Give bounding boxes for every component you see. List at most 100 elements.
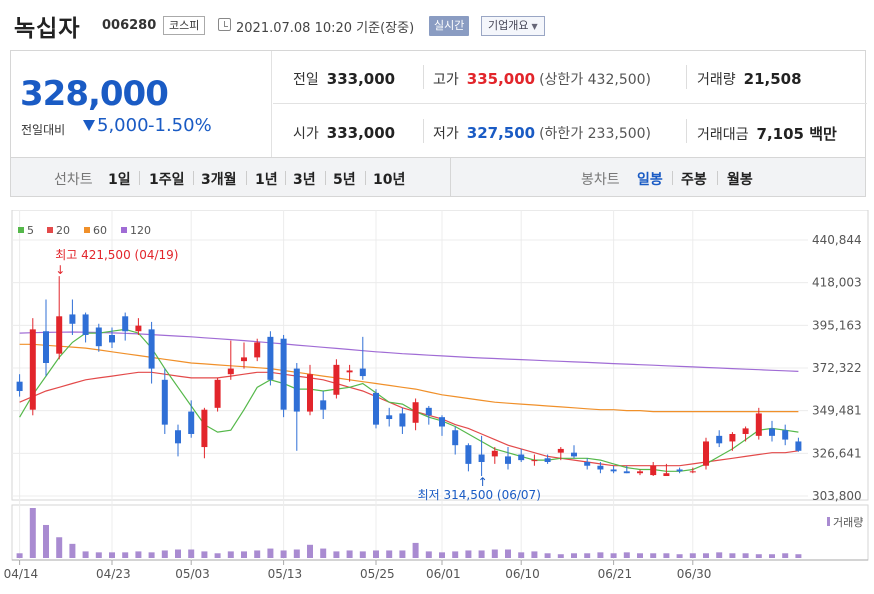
period-3m[interactable]: 3개월: [201, 172, 237, 188]
volume-bar: [637, 553, 643, 558]
amount-label: 거래대금: [697, 127, 749, 143]
current-price: 328,000: [20, 74, 169, 114]
volume-bar: [69, 543, 76, 558]
lower-limit: (하한가 233,500): [539, 126, 652, 142]
candle-body: [425, 407, 432, 416]
divider: [686, 65, 687, 89]
period-1w[interactable]: 1주일: [149, 172, 185, 188]
legend-label: 120: [130, 224, 151, 237]
volume-bar: [135, 551, 142, 558]
candle-body: [465, 445, 472, 464]
volume-bar: [293, 549, 300, 558]
quote-box: 328,000 전일대비 5,000 -1.50% 전일 333,000 고가 33…: [10, 50, 867, 158]
volume-legend-swatch: [827, 517, 830, 526]
x-tick-label: 06/30: [677, 567, 712, 581]
ma20-line: [19, 371, 799, 467]
trade-amount: 거래대금 7,105 백만: [697, 123, 837, 144]
volume-bar: [254, 550, 261, 558]
divider: [717, 171, 718, 185]
y-tick-label: 372,322: [812, 361, 862, 375]
volume-bar: [175, 549, 181, 558]
company-info-dropdown[interactable]: 기업개요 ▼: [481, 16, 545, 36]
candle-body: [148, 329, 155, 369]
price-area: 328,000 전일대비 5,000 -1.50%: [11, 51, 272, 157]
volume-bar: [491, 549, 498, 558]
volume-bar: [386, 550, 393, 558]
volume-bar: [307, 544, 313, 558]
candle-body: [135, 325, 142, 332]
period-1d[interactable]: 1일: [108, 172, 131, 188]
open-value: 333,000: [326, 124, 396, 142]
volume-bar: [412, 542, 419, 558]
line-chart-label: 선차트: [54, 172, 93, 188]
volume-label: 거래량: [697, 72, 736, 88]
volume-bar: [729, 553, 736, 558]
candle-body: [650, 465, 657, 476]
volume-bar: [373, 550, 379, 558]
legend-swatch: [18, 227, 24, 233]
change-amount: 5,000: [97, 115, 149, 136]
stock-name: 녹십자: [14, 16, 81, 42]
volume-bar: [531, 551, 538, 558]
candle-body: [795, 441, 802, 451]
volume-bar: [95, 552, 102, 558]
low-label: 저가: [433, 126, 459, 142]
candle-daily[interactable]: 일봉: [637, 172, 663, 188]
chevron-down-icon: ▼: [531, 22, 538, 31]
legend-swatch: [121, 227, 127, 233]
candle-body: [505, 456, 511, 464]
quote-row-1: 전일 333,000 고가 335,000 (상한가 432,500) 거래량 21,5…: [273, 51, 867, 104]
ma5-line: [19, 328, 799, 472]
divider: [450, 158, 451, 196]
volume-bar: [518, 552, 525, 558]
volume-bar: [241, 551, 247, 558]
high-annotation: 최고 421,500 (04/19): [55, 248, 178, 262]
candle-monthly[interactable]: 월봉: [727, 172, 753, 188]
candle-body: [412, 402, 419, 423]
candle-body: [742, 428, 749, 434]
ma120-line: [19, 331, 799, 372]
volume-bar: [43, 524, 49, 558]
volume-bar: [399, 550, 406, 558]
volume-bar: [544, 553, 551, 558]
candle-body: [782, 430, 789, 440]
candle-body: [293, 368, 300, 412]
period-3y[interactable]: 3년: [293, 172, 316, 188]
candle-body: [214, 379, 221, 408]
volume-bar: [452, 551, 459, 558]
volume-bar: [82, 551, 89, 558]
volume-bar: [703, 553, 709, 558]
y-tick-label: 349,481: [812, 404, 862, 418]
volume-bar: [795, 554, 802, 558]
volume-bar: [359, 551, 366, 558]
candle-body: [557, 448, 564, 453]
volume-bar: [267, 548, 274, 558]
volume-bar: [597, 552, 604, 558]
volume-bar: [333, 551, 340, 558]
divider: [285, 171, 286, 185]
volume-bar: [148, 552, 155, 558]
period-5y[interactable]: 5년: [333, 172, 356, 188]
volume-value: 21,508: [743, 70, 802, 88]
candle-body: [69, 314, 76, 324]
candle-weekly[interactable]: 주봉: [681, 172, 707, 188]
candle-body: [610, 469, 617, 472]
volume-bar: [109, 552, 115, 558]
volume-bar: [557, 554, 564, 558]
volume-bar: [56, 537, 63, 558]
quote-row-2: 시가 333,000 저가 327,500 (하한가 233,500) 거래대금 7,1…: [273, 105, 867, 158]
candle-body: [280, 338, 287, 410]
candle-body: [703, 441, 709, 466]
realtime-button[interactable]: 실시간: [429, 16, 470, 36]
x-tick-label: 04/23: [96, 567, 131, 581]
period-1y[interactable]: 1년: [255, 172, 278, 188]
open-price: 시가 333,000: [293, 123, 395, 143]
candle-body: [161, 379, 168, 425]
stock-chart: 440,844 418,003 395,163 372,322 349,481 326,6…: [0, 209, 874, 590]
candle-body: [373, 392, 379, 425]
period-10y[interactable]: 10년: [373, 172, 406, 188]
market-badge: 코스피: [163, 16, 206, 35]
change-value: 5,000: [83, 115, 149, 136]
low-value: 327,500: [466, 124, 536, 142]
divider: [325, 171, 326, 185]
